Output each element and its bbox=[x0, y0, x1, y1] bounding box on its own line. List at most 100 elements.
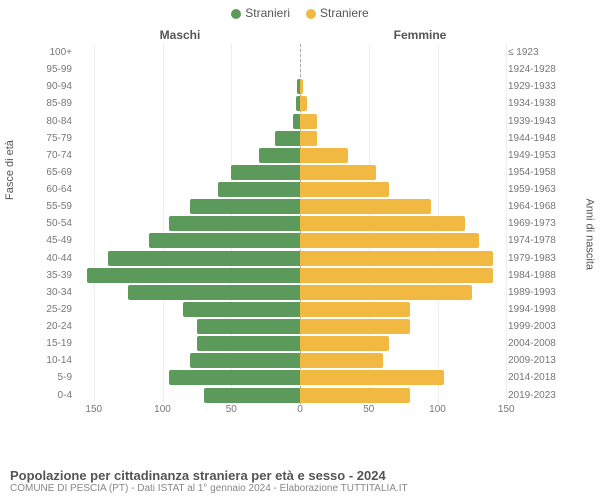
pyramid-row: 75-791944-1948 bbox=[40, 130, 560, 147]
bar-male bbox=[87, 268, 300, 283]
bar-female bbox=[300, 336, 389, 351]
bar-female bbox=[300, 388, 410, 403]
column-header-female: Femmine bbox=[320, 28, 520, 42]
bar-male bbox=[259, 148, 300, 163]
pyramid-row: 20-241999-2003 bbox=[40, 318, 560, 335]
legend-label: Straniere bbox=[320, 6, 369, 20]
bar-female bbox=[300, 131, 317, 146]
chart-subtitle: COMUNE DI PESCIA (PT) - Dati ISTAT al 1°… bbox=[10, 483, 590, 494]
pyramid-row: 10-142009-2013 bbox=[40, 352, 560, 369]
chart-title: Popolazione per cittadinanza straniera p… bbox=[10, 468, 590, 483]
row-bars bbox=[80, 215, 520, 232]
row-bars bbox=[80, 164, 520, 181]
age-label: 20-24 bbox=[34, 318, 72, 335]
pyramid-row: 95-991924-1928 bbox=[40, 61, 560, 78]
bar-female bbox=[300, 302, 410, 317]
bar-male bbox=[169, 216, 300, 231]
age-label: 45-49 bbox=[34, 232, 72, 249]
title-block: Popolazione per cittadinanza straniera p… bbox=[10, 468, 590, 494]
pyramid-row: 15-192004-2008 bbox=[40, 335, 560, 352]
bar-male bbox=[275, 131, 300, 146]
x-tick-label: 50 bbox=[226, 404, 237, 415]
column-header-male: Maschi bbox=[80, 28, 280, 42]
bar-female bbox=[300, 96, 307, 111]
bar-male bbox=[128, 285, 300, 300]
age-label: 0-4 bbox=[34, 387, 72, 404]
bar-male bbox=[183, 302, 300, 317]
y-axis-label-age: Fasce di età bbox=[4, 140, 16, 200]
age-label: 90-94 bbox=[34, 78, 72, 95]
age-label: 100+ bbox=[34, 44, 72, 61]
age-label: 50-54 bbox=[34, 215, 72, 232]
bar-male bbox=[218, 182, 301, 197]
pyramid-row: 30-341989-1993 bbox=[40, 284, 560, 301]
row-bars bbox=[80, 267, 520, 284]
pyramid-row: 40-441979-1983 bbox=[40, 250, 560, 267]
bar-male bbox=[204, 388, 300, 403]
bar-male bbox=[197, 319, 300, 334]
pyramid-row: 80-841939-1943 bbox=[40, 113, 560, 130]
population-pyramid-chart: Stranieri Straniere Maschi Femmine Fasce … bbox=[0, 0, 600, 500]
x-tick-label: 150 bbox=[498, 404, 515, 415]
y-axis-label-birth: Anni di nascita bbox=[584, 198, 596, 270]
bar-female bbox=[300, 370, 444, 385]
pyramid-row: 55-591964-1968 bbox=[40, 198, 560, 215]
row-bars bbox=[80, 78, 520, 95]
bar-female bbox=[300, 182, 389, 197]
x-tick-label: 0 bbox=[297, 404, 303, 415]
bar-female bbox=[300, 353, 383, 368]
x-tick-label: 150 bbox=[85, 404, 102, 415]
pyramid-row: 0-42019-2023 bbox=[40, 387, 560, 404]
bar-female bbox=[300, 114, 317, 129]
legend-label: Stranieri bbox=[245, 6, 290, 20]
x-tick-label: 100 bbox=[429, 404, 446, 415]
bar-female bbox=[300, 285, 472, 300]
bar-female bbox=[300, 319, 410, 334]
bar-female bbox=[300, 268, 493, 283]
row-bars bbox=[80, 232, 520, 249]
pyramid-row: 5-92014-2018 bbox=[40, 369, 560, 386]
bar-male bbox=[169, 370, 300, 385]
row-bars bbox=[80, 181, 520, 198]
age-label: 75-79 bbox=[34, 130, 72, 147]
age-label: 60-64 bbox=[34, 181, 72, 198]
age-label: 25-29 bbox=[34, 301, 72, 318]
row-bars bbox=[80, 284, 520, 301]
bar-female bbox=[300, 148, 348, 163]
bar-male bbox=[149, 233, 300, 248]
age-label: 85-89 bbox=[34, 95, 72, 112]
legend-item: Straniere bbox=[306, 6, 369, 20]
age-label: 15-19 bbox=[34, 335, 72, 352]
age-label: 65-69 bbox=[34, 164, 72, 181]
pyramid-row: 100+≤ 1923 bbox=[40, 44, 560, 61]
row-bars bbox=[80, 335, 520, 352]
bar-male bbox=[190, 353, 300, 368]
pyramid-row: 90-941929-1933 bbox=[40, 78, 560, 95]
row-bars bbox=[80, 352, 520, 369]
bar-female bbox=[300, 216, 465, 231]
bar-male bbox=[293, 114, 300, 129]
pyramid-row: 25-291994-1998 bbox=[40, 301, 560, 318]
row-bars bbox=[80, 387, 520, 404]
plot-area: 100+≤ 192395-991924-192890-941929-193385… bbox=[40, 44, 560, 424]
x-tick-label: 100 bbox=[154, 404, 171, 415]
row-bars bbox=[80, 61, 520, 78]
bar-male bbox=[197, 336, 300, 351]
row-bars bbox=[80, 130, 520, 147]
row-bars bbox=[80, 250, 520, 267]
pyramid-row: 35-391984-1988 bbox=[40, 267, 560, 284]
row-bars bbox=[80, 44, 520, 61]
pyramid-row: 65-691954-1958 bbox=[40, 164, 560, 181]
pyramid-row: 45-491974-1978 bbox=[40, 232, 560, 249]
pyramid-row: 85-891934-1938 bbox=[40, 95, 560, 112]
x-tick-label: 50 bbox=[363, 404, 374, 415]
bar-female bbox=[300, 251, 493, 266]
pyramid-row: 60-641959-1963 bbox=[40, 181, 560, 198]
age-label: 80-84 bbox=[34, 113, 72, 130]
row-bars bbox=[80, 147, 520, 164]
bar-male bbox=[190, 199, 300, 214]
age-label: 95-99 bbox=[34, 61, 72, 78]
age-label: 35-39 bbox=[34, 267, 72, 284]
row-bars bbox=[80, 198, 520, 215]
bar-male bbox=[108, 251, 301, 266]
